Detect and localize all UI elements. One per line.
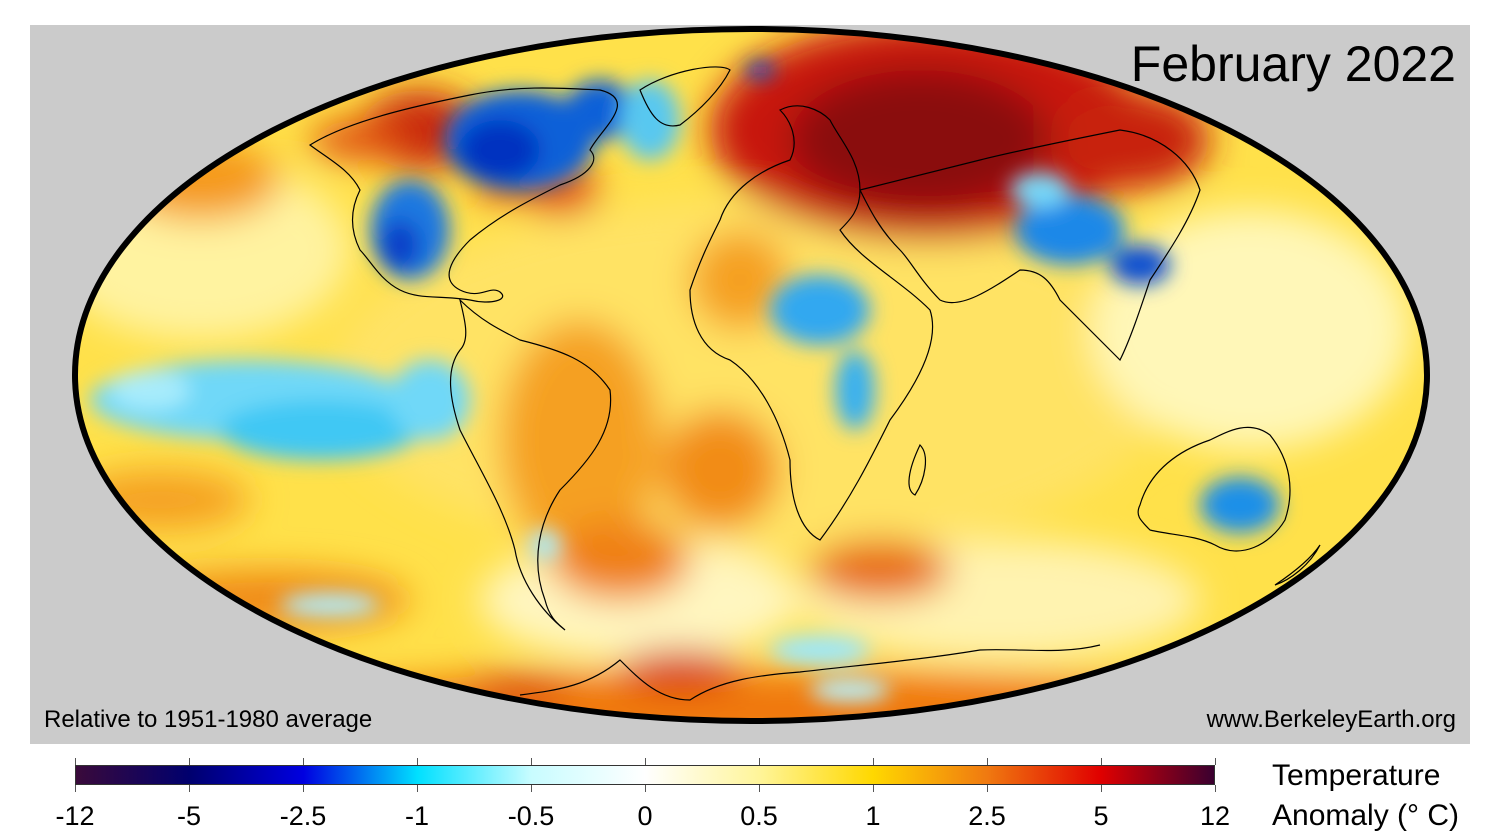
colorbar-tick-mark (986, 785, 988, 792)
source-link[interactable]: www.BerkeleyEarth.org (1206, 706, 1456, 733)
colorbar-tick-mark (1100, 758, 1102, 765)
colorbar-title-line2: Anomaly (° C) (1272, 799, 1460, 832)
colorbar-tick-label: -5 (176, 801, 202, 831)
colorbar-tick-label: 0.5 (740, 801, 778, 831)
colorbar-title-line1: Temperature (1272, 759, 1441, 792)
colorbar (75, 765, 1215, 785)
colorbar-tick-mark (188, 785, 190, 792)
colorbar-tick-mark (302, 758, 304, 765)
colorbar-tick-label: 1 (865, 801, 881, 831)
colorbar-tick-label: 5 (1093, 801, 1109, 831)
colorbar-tick-mark (530, 785, 532, 792)
colorbar-tick-mark (1214, 758, 1216, 765)
map-title: February 2022 (1130, 36, 1456, 92)
colorbar-title: Temperature Anomaly (° C) (1272, 756, 1459, 836)
colorbar-tick-mark (758, 758, 760, 765)
colorbar-tick-mark (416, 758, 418, 765)
colorbar-tick-label: -1 (404, 801, 430, 831)
map-border (72, 26, 1430, 724)
colorbar-tick-mark (530, 758, 532, 765)
colorbar-tick-mark (188, 758, 190, 765)
coastlines (308, 66, 1321, 701)
colorbar-tick-mark (74, 785, 76, 792)
colorbar-tick-mark (644, 758, 646, 765)
colorbar-tick-label: -12 (55, 801, 95, 831)
colorbar-tick-mark (758, 785, 760, 792)
colorbar-tick-mark (872, 758, 874, 765)
baseline-note: Relative to 1951-1980 average (44, 706, 373, 733)
colorbar-tick-label: -2.5 (279, 801, 327, 831)
colorbar-tick-mark (74, 758, 76, 765)
colorbar-tick-mark (1214, 785, 1216, 792)
colorbar-tick-mark (644, 785, 646, 792)
colorbar-tick-mark (416, 785, 418, 792)
colorbar-tick-mark (302, 785, 304, 792)
colorbar-tick-mark (872, 785, 874, 792)
colorbar-tick-label: 0 (637, 801, 653, 831)
colorbar-tick-label: 12 (1199, 801, 1231, 831)
colorbar-tick-mark (986, 758, 988, 765)
colorbar-tick-mark (1100, 785, 1102, 792)
colorbar-tick-label: -0.5 (507, 801, 555, 831)
colorbar-tick-label: 2.5 (968, 801, 1006, 831)
